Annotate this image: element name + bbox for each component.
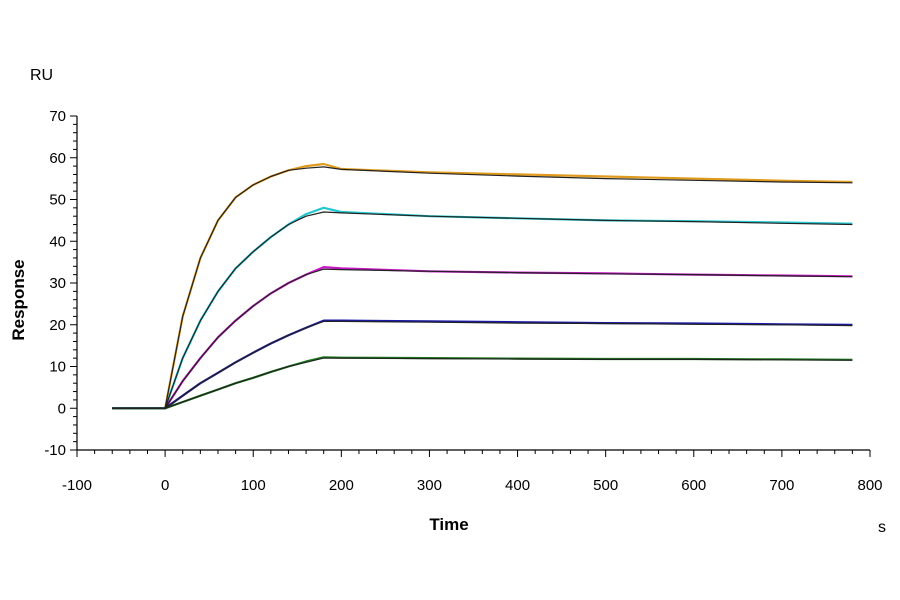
y-tick-label: 60 <box>49 150 66 167</box>
x-tick-label: 700 <box>769 477 794 494</box>
y-tick-label: 40 <box>49 233 66 250</box>
y-tick-label: 50 <box>49 192 66 209</box>
x-tick-label: 0 <box>161 477 169 494</box>
series-4-fit-line <box>112 320 853 409</box>
series-1-fit-line <box>112 166 853 409</box>
series-2-measured-line <box>112 206 853 410</box>
series-3-fit-line <box>112 268 853 409</box>
y-unit-label: RU <box>30 67 53 84</box>
x-tick-label: 800 <box>857 477 882 494</box>
y-tick-label: 70 <box>49 108 66 125</box>
x-axis-title: Time <box>429 515 468 534</box>
y-tick-label: -10 <box>44 442 66 459</box>
x-tick-label: 300 <box>417 477 442 494</box>
x-tick-label: 200 <box>329 477 354 494</box>
x-tick-label: -100 <box>62 477 92 494</box>
y-tick-label: 20 <box>49 317 66 334</box>
series-5-fit-line <box>112 357 853 409</box>
series-5-measured-line <box>112 356 853 410</box>
y-tick-label: 10 <box>49 359 66 376</box>
y-tick-label: 0 <box>58 400 66 417</box>
y-axis-title: Response <box>9 259 28 340</box>
axes-layer <box>76 116 870 451</box>
x-tick-label: 600 <box>681 477 706 494</box>
x-tick-label: 500 <box>593 477 618 494</box>
x-unit-label: s <box>878 519 886 536</box>
y-tick-label: 30 <box>49 275 66 292</box>
series-2-fit-line <box>112 211 853 409</box>
x-tick-label: 100 <box>241 477 266 494</box>
series-layer <box>112 162 853 410</box>
x-tick-label: 400 <box>505 477 530 494</box>
